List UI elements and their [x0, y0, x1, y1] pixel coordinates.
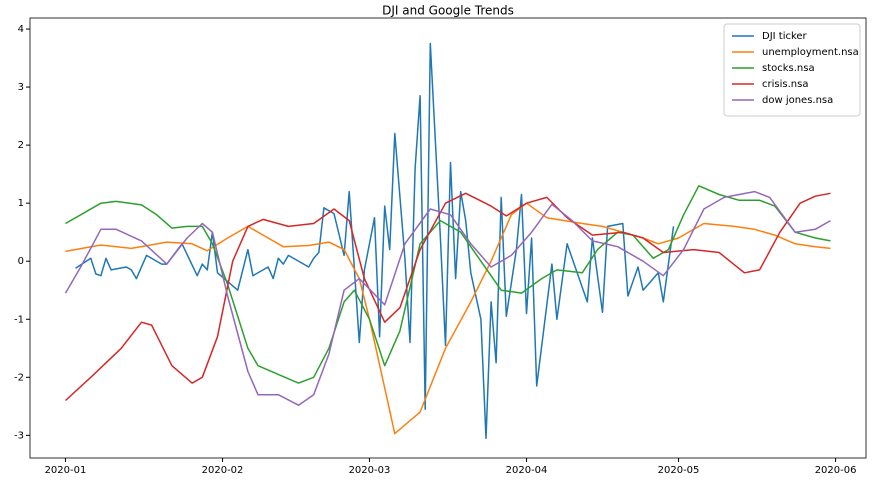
x-tick-label: 2020-05 [658, 465, 700, 476]
x-tick-label: 2020-06 [815, 465, 857, 476]
legend-label: stocks.nsa [762, 63, 815, 74]
series-line [64, 192, 831, 402]
series-line [64, 190, 831, 406]
chart-title: DJI and Google Trends [382, 4, 514, 18]
x-tick-label: 2020-03 [349, 465, 391, 476]
y-tick-label: -3 [14, 430, 24, 441]
y-tick-label: 0 [18, 256, 24, 267]
series-line [75, 42, 675, 440]
legend-label: DJI ticker [762, 31, 808, 42]
x-tick-label: 2020-02 [202, 465, 244, 476]
axes-frame [29, 17, 867, 459]
x-tick-label: 2020-01 [45, 465, 87, 476]
y-tick-label: 1 [18, 198, 24, 209]
legend-label: crisis.nsa [762, 79, 808, 90]
x-tick-label: 2020-04 [506, 465, 548, 476]
y-tick-label: -2 [14, 372, 24, 383]
legend-label: dow jones.nsa [762, 95, 833, 106]
y-tick-label: 4 [18, 24, 24, 35]
legend-label: unemployment.nsa [762, 47, 859, 58]
y-tick-label: 2 [18, 140, 24, 151]
y-tick-label: 3 [18, 82, 24, 93]
series-line [65, 202, 831, 435]
y-tick-label: -1 [14, 314, 24, 325]
legend-frame [723, 23, 861, 117]
legend: DJI ticker unemployment.nsa stocks.nsa cris… [723, 23, 861, 117]
